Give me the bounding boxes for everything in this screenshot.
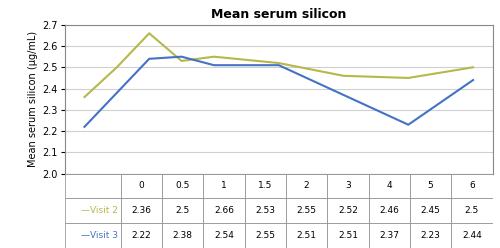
Bar <box>410 198 451 223</box>
Bar <box>286 198 327 223</box>
Bar <box>203 174 244 198</box>
Bar <box>286 223 327 248</box>
Text: 2.5: 2.5 <box>464 206 479 215</box>
Bar <box>203 223 244 248</box>
Text: 2.37: 2.37 <box>379 231 399 240</box>
Bar <box>244 174 286 198</box>
Text: 2.66: 2.66 <box>214 206 234 215</box>
Text: 5: 5 <box>428 182 434 190</box>
Text: 1.5: 1.5 <box>258 182 272 190</box>
Text: —Visit 2: —Visit 2 <box>81 206 118 215</box>
Bar <box>162 223 203 248</box>
Bar <box>244 198 286 223</box>
Bar <box>162 174 203 198</box>
Text: 2.51: 2.51 <box>338 231 358 240</box>
Text: 2.5: 2.5 <box>176 206 190 215</box>
Text: 0: 0 <box>138 182 144 190</box>
Text: 2.51: 2.51 <box>296 231 316 240</box>
Text: 2.38: 2.38 <box>172 231 193 240</box>
Bar <box>65 223 120 248</box>
Text: 2.36: 2.36 <box>131 206 151 215</box>
Bar <box>451 223 492 248</box>
Text: 2.22: 2.22 <box>132 231 151 240</box>
Bar <box>410 223 451 248</box>
Title: Mean serum silicon: Mean serum silicon <box>211 8 346 21</box>
Bar <box>368 198 410 223</box>
Bar <box>327 198 368 223</box>
Bar <box>162 198 203 223</box>
Text: 2.54: 2.54 <box>214 231 234 240</box>
Bar <box>368 174 410 198</box>
Text: 0.5: 0.5 <box>176 182 190 190</box>
Text: 2.46: 2.46 <box>380 206 399 215</box>
Bar <box>410 174 451 198</box>
Bar <box>327 223 368 248</box>
Text: 2: 2 <box>304 182 310 190</box>
Text: 4: 4 <box>386 182 392 190</box>
Text: 2.55: 2.55 <box>296 206 316 215</box>
Bar <box>244 223 286 248</box>
Bar <box>120 174 162 198</box>
Bar <box>327 174 368 198</box>
Text: 2.45: 2.45 <box>420 206 440 215</box>
Text: 2.23: 2.23 <box>420 231 440 240</box>
Bar <box>65 174 120 198</box>
Text: 3: 3 <box>345 182 350 190</box>
Bar <box>451 198 492 223</box>
Bar <box>65 198 120 223</box>
Bar <box>203 198 244 223</box>
Bar <box>286 174 327 198</box>
Bar <box>451 174 492 198</box>
Bar <box>120 223 162 248</box>
Text: 2.55: 2.55 <box>255 231 275 240</box>
Text: 2.53: 2.53 <box>255 206 275 215</box>
Text: 2.52: 2.52 <box>338 206 358 215</box>
Text: 2.44: 2.44 <box>462 231 481 240</box>
Bar <box>368 223 410 248</box>
Text: —Visit 3: —Visit 3 <box>81 231 118 240</box>
Text: 6: 6 <box>469 182 474 190</box>
Text: 1: 1 <box>221 182 227 190</box>
Bar <box>120 198 162 223</box>
Y-axis label: Mean serum silicon (μg/mL): Mean serum silicon (μg/mL) <box>28 31 38 167</box>
